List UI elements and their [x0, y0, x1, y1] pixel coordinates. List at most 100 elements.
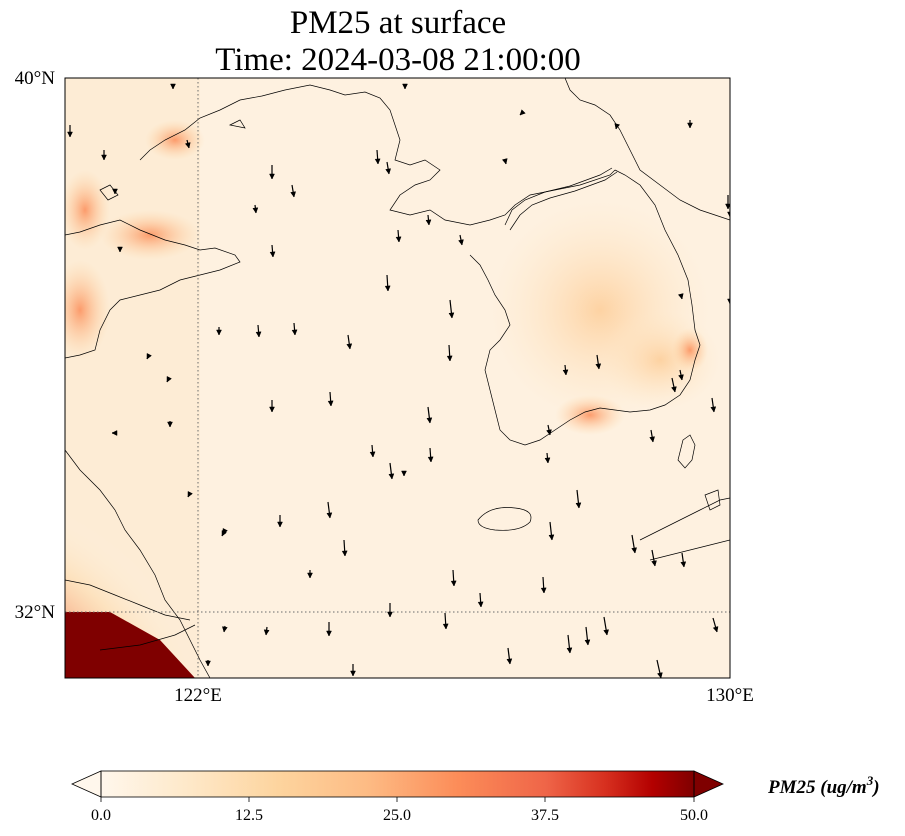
wind-arrow-head — [326, 512, 333, 519]
colorbar-label: PM25 (ug/m3) — [767, 773, 880, 798]
wind-arrow-head — [166, 376, 172, 383]
colorbar-extend-high — [693, 770, 724, 798]
wind-arrow-head — [584, 639, 591, 646]
pm25-west-coast-blob — [65, 260, 110, 360]
wind-arrow-head — [562, 369, 569, 376]
wind-arrow-head — [631, 547, 638, 554]
colorbar: 0.0 12.5 25.0 37.5 50.0 PM25 (ug/m3) — [71, 770, 880, 824]
wind-arrow-head — [327, 400, 334, 407]
wind-arrow-head — [657, 672, 663, 678]
colorbar-gradient — [101, 771, 694, 797]
wind-arrow-head — [448, 312, 455, 319]
lat-tick-40: 40°N — [15, 68, 56, 89]
wind-arrow-head — [546, 429, 552, 436]
wind-arrow-head — [450, 580, 457, 587]
pm25-east-coast-blob — [672, 328, 708, 372]
wind-arrow-head — [369, 451, 376, 458]
pm25-shandong-blob — [100, 210, 200, 260]
wind-arrow-head — [205, 660, 211, 667]
pm25-liaoning-blob — [145, 120, 205, 160]
wind-arrow-head — [575, 502, 582, 509]
wind-arrow-head — [388, 473, 395, 480]
wind-arrow-head — [458, 239, 464, 246]
wind-arrow-head — [614, 123, 621, 130]
coastlines — [65, 78, 730, 678]
colorbar-label-main: PM25 (ug/m — [767, 777, 867, 798]
wind-arrow-head — [216, 329, 222, 336]
wind-arrow-head — [146, 353, 152, 360]
wind-arrow-head — [385, 168, 392, 175]
wind-arrow-head — [346, 343, 353, 350]
wind-arrow-head — [540, 587, 547, 594]
wind-arrow-head — [595, 363, 602, 370]
wind-arrow-head — [291, 329, 298, 336]
pm25-southwest-hotspot — [65, 420, 280, 678]
colorbar-label-superscript: 3 — [866, 773, 874, 788]
wind-arrow-head — [712, 626, 719, 633]
wind-arrow-head — [426, 417, 433, 424]
wind-arrow-head — [425, 219, 432, 226]
title-line2: Time: 2024-03-08 21:00:00 — [215, 42, 580, 78]
wind-arrow-head — [117, 246, 123, 253]
wind-arrow-head — [477, 601, 484, 608]
wind-arrow-head — [501, 158, 508, 165]
wind-arrow-head — [255, 331, 262, 338]
wind-arrow-head — [402, 83, 408, 90]
wind-arrow-head — [446, 355, 453, 362]
wind-arrow-head — [384, 285, 391, 292]
wind-arrow-head — [395, 236, 402, 243]
wind-arrow-head — [221, 626, 228, 633]
wind-arrow-head — [170, 83, 176, 90]
wind-arrow-head — [548, 534, 555, 541]
pm25-korea-south-blob — [555, 395, 625, 435]
wind-arrow-head — [187, 491, 193, 498]
wind-arrow-head — [101, 154, 107, 161]
wind-arrow-head — [269, 173, 275, 180]
wind-arrow-head — [269, 406, 275, 413]
colorbar-tick-4: 50.0 — [680, 807, 708, 824]
wind-arrow-head — [269, 251, 276, 258]
colorbar-tick-0: 0.0 — [91, 807, 111, 824]
wind-arrow-head — [387, 611, 393, 618]
wind-arrow-head — [651, 560, 657, 567]
wind-arrow-head — [263, 629, 270, 636]
wind-arrow-head — [307, 572, 313, 579]
colorbar-tick-1: 12.5 — [235, 807, 263, 824]
title-line1: PM25 at surface — [290, 5, 506, 41]
gridlines — [65, 78, 730, 678]
wind-arrow-head — [727, 298, 730, 305]
wind-arrow-head — [341, 550, 348, 557]
wind-arrow-head — [326, 630, 332, 637]
map-frame — [64, 77, 731, 679]
wind-arrow-head — [671, 386, 677, 393]
wind-arrow-head — [252, 207, 259, 214]
wind-arrow-head — [725, 203, 730, 210]
wind-arrow-head — [221, 530, 227, 537]
wind-arrow-head — [687, 122, 693, 129]
colorbar-tick-2: 25.0 — [383, 807, 411, 824]
wind-arrow-head — [603, 629, 610, 636]
wind-arrow-head — [566, 647, 573, 654]
colorbar-tick-3: 37.5 — [531, 807, 559, 824]
wind-arrow-head — [350, 670, 356, 677]
wind-arrow-head — [544, 457, 551, 464]
wind-arrow-head — [727, 211, 730, 218]
wind-arrow-head — [374, 158, 381, 165]
map-panel — [65, 78, 730, 678]
colorbar-extend-low — [71, 770, 102, 798]
lon-tick-122: 122°E — [174, 685, 222, 706]
wind-arrow-head — [427, 456, 434, 463]
lat-tick-32: 32°N — [15, 602, 56, 623]
wind-arrow-head — [112, 188, 118, 195]
wind-arrow-head — [111, 430, 118, 436]
wind-arrow-head — [677, 293, 684, 300]
wind-arrow-head — [290, 191, 297, 198]
wind-arrow-head — [680, 561, 687, 568]
wind-arrow-head — [67, 131, 73, 138]
wind-arrow-head — [519, 109, 526, 116]
colorbar-label-close: ) — [871, 777, 879, 798]
wind-arrow-head — [167, 421, 173, 428]
wind-arrow-head — [710, 406, 717, 413]
wind-arrow-head — [649, 436, 656, 443]
pm25-west-coast-blob2 — [65, 170, 110, 250]
